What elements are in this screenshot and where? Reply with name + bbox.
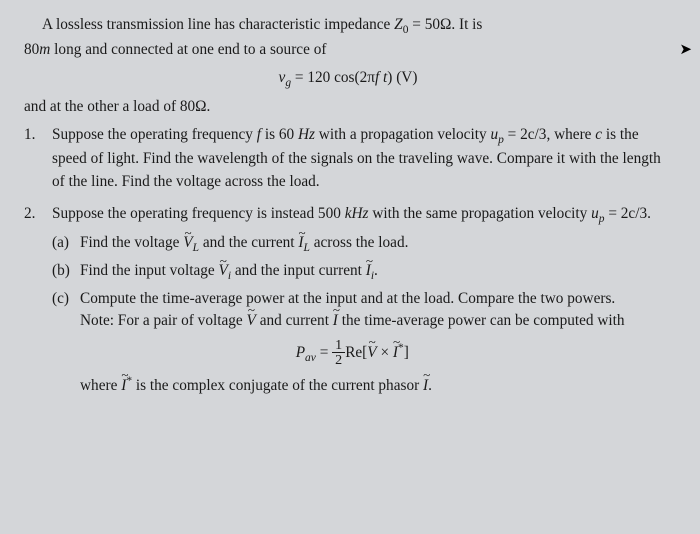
I-tilde: I — [393, 342, 398, 364]
frac-den: 2 — [332, 353, 345, 368]
P-sym: P — [296, 344, 305, 361]
t: Suppose the operating frequency — [52, 126, 257, 143]
list-item: (a) Find the voltage VL and the current … — [52, 232, 672, 257]
list-item: (c) Compute the time-average power at th… — [52, 288, 672, 397]
equation-pav: Pav = 12Re[V × I*] — [80, 338, 625, 369]
equation-vg: vg = 120 cos(2πf t) (V) — [24, 67, 672, 92]
up-var: u — [490, 126, 498, 143]
intro-line2: 80m long and connected at one end to a s… — [24, 39, 672, 61]
t: = — [316, 344, 332, 361]
t: and the input current — [231, 262, 366, 279]
item-number: 2. — [24, 203, 52, 400]
sub-a-content: Find the voltage VL and the current IL a… — [80, 232, 408, 257]
av-sub: av — [305, 352, 316, 364]
vg-eq: = 120 cos(2π — [291, 69, 375, 86]
t: × — [377, 344, 393, 361]
list-item: (b) Find the input voltage Vi and the in… — [52, 260, 672, 285]
sub-list: (a) Find the voltage VL and the current … — [52, 232, 672, 397]
sub-c-content: Compute the time-average power at the in… — [80, 288, 625, 397]
problem-list: 1. Suppose the operating frequency f is … — [24, 124, 672, 400]
t: Compute the time-average power at the in… — [80, 290, 615, 307]
VL-tilde: V — [183, 232, 192, 254]
t: with the same propagation velocity — [369, 205, 592, 222]
t: Find the input voltage — [80, 262, 219, 279]
sub-number: (b) — [52, 260, 80, 285]
t: . — [374, 262, 378, 279]
Ii-tilde: I — [366, 260, 371, 282]
t: = 2c/3, where — [504, 126, 595, 143]
t: = 2c/3. — [605, 205, 651, 222]
intro-paragraph: A lossless transmission line has charact… — [24, 14, 672, 39]
len-unit: m — [39, 41, 50, 58]
Z-val: = 50Ω. It is — [408, 16, 482, 33]
t: is the complex conjugate of the current … — [132, 377, 423, 394]
t: and the current — [199, 234, 298, 251]
t: where — [80, 377, 121, 394]
load-line: and at the other a load of 80Ω. — [24, 96, 672, 118]
problem-page: A lossless transmission line has charact… — [0, 0, 700, 424]
sub-b-content: Find the input voltage Vi and the input … — [80, 260, 378, 285]
vg-ft: f t — [375, 69, 387, 86]
sub-number: (c) — [52, 288, 80, 397]
t: with a propagation velocity — [315, 126, 490, 143]
t: is 60 — [261, 126, 298, 143]
intro-text: A lossless transmission line has charact… — [42, 16, 394, 33]
half-fraction: 12 — [332, 338, 345, 369]
khz: kHz — [345, 205, 369, 222]
intro-rest: long and connected at one end to a sourc… — [50, 41, 326, 58]
sub-number: (a) — [52, 232, 80, 257]
t: Re[ — [345, 344, 367, 361]
t: Note: For a pair of voltage — [80, 312, 247, 329]
list-item: 2. Suppose the operating frequency is in… — [24, 203, 672, 400]
t: across the load. — [310, 234, 409, 251]
vg-close: ) (V) — [387, 69, 417, 86]
len-val: 80 — [24, 41, 39, 58]
t: Suppose the operating frequency is inste… — [52, 205, 345, 222]
list-item: 1. Suppose the operating frequency f is … — [24, 124, 672, 193]
V-tilde: V — [247, 310, 256, 332]
t: Find the voltage — [80, 234, 183, 251]
t: ] — [404, 344, 409, 361]
item1-content: Suppose the operating frequency f is 60 … — [52, 124, 672, 193]
IL-tilde: I — [298, 232, 303, 254]
hz: Hz — [298, 126, 315, 143]
I-tilde: I — [423, 375, 428, 397]
I-tilde: I — [121, 375, 126, 397]
I-tilde: I — [333, 310, 338, 332]
item-number: 1. — [24, 124, 52, 193]
Z-sym: Z — [394, 16, 403, 33]
item2-content: Suppose the operating frequency is inste… — [52, 203, 672, 400]
t: and current — [256, 312, 333, 329]
t: the time-average power can be computed w… — [338, 312, 625, 329]
frac-num: 1 — [332, 338, 345, 353]
up-var: u — [591, 205, 599, 222]
Vi-tilde: V — [219, 260, 228, 282]
V-tilde: V — [367, 342, 376, 364]
